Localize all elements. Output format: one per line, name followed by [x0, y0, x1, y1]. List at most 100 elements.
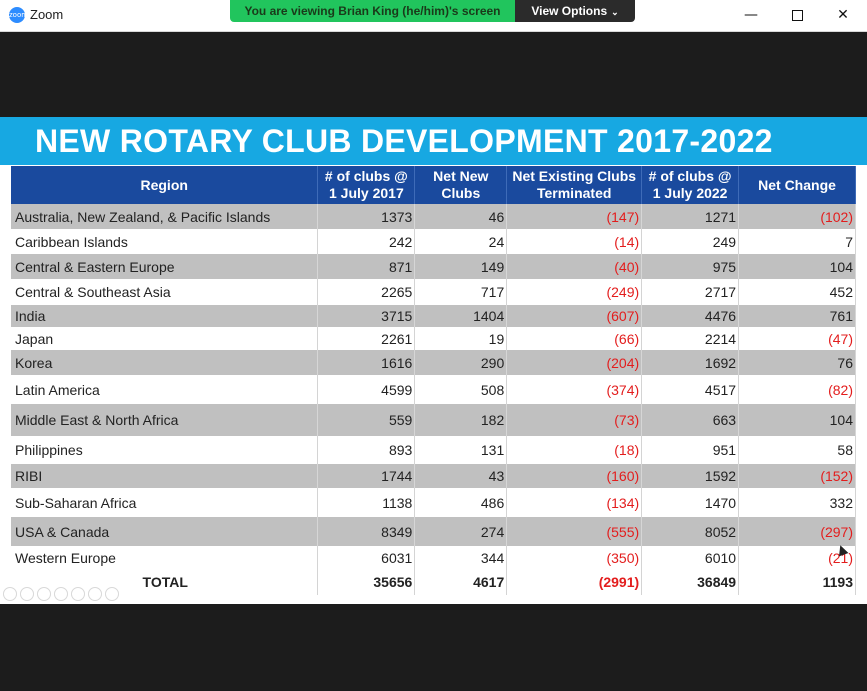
value-cell: 182 — [414, 404, 508, 436]
annotation-tool-icon[interactable] — [105, 587, 119, 601]
value-cell: 717 — [414, 279, 508, 305]
view-options-button[interactable]: View Options ⌄ — [515, 0, 635, 22]
value-cell: (160) — [506, 464, 643, 488]
column-header: # of clubs @ 1 July 2017 — [317, 166, 416, 204]
value-cell: 274 — [414, 517, 508, 546]
annotation-tool-icon[interactable] — [54, 587, 68, 601]
value-cell: 6010 — [641, 546, 740, 569]
table-row: Central & Southeast Asia 2265 717 (249) 2717… — [11, 279, 856, 305]
value-cell: (607) — [506, 305, 643, 327]
annotation-tool-icon[interactable] — [20, 587, 34, 601]
total-value: 4617 — [414, 569, 508, 595]
region-cell: Sub-Saharan Africa — [11, 488, 319, 517]
value-cell: 761 — [738, 305, 856, 327]
total-value: (2991) — [506, 569, 643, 595]
window-title: Zoom — [30, 7, 64, 22]
value-cell: (297) — [738, 517, 856, 546]
table-row: Middle East & North Africa 559 182 (73) 663 1… — [11, 404, 856, 436]
value-cell: 149 — [414, 254, 508, 279]
value-cell: 2214 — [641, 327, 740, 350]
chevron-down-icon: ⌄ — [611, 7, 619, 17]
value-cell: 1138 — [317, 488, 416, 517]
value-cell: 1692 — [641, 350, 740, 375]
table-row: Caribbean Islands 242 24 (14) 249 7 — [11, 229, 856, 254]
value-cell: 1592 — [641, 464, 740, 488]
column-header: Net New Clubs — [414, 166, 508, 204]
value-cell: (204) — [506, 350, 643, 375]
value-cell: 2261 — [317, 327, 416, 350]
region-cell: India — [11, 305, 319, 327]
value-cell: (82) — [738, 375, 856, 404]
value-cell: (152) — [738, 464, 856, 488]
value-cell: 508 — [414, 375, 508, 404]
region-cell: Central & Southeast Asia — [11, 279, 319, 305]
table-row: Latin America 4599 508 (374) 4517 (82) — [11, 375, 856, 404]
zoom-logo-icon: zoom — [9, 7, 28, 23]
value-cell: 1373 — [317, 204, 416, 229]
table-row: Western Europe 6031 344 (350) 6010 (21) — [11, 546, 856, 569]
value-cell: 1271 — [641, 204, 740, 229]
total-value: 1193 — [738, 569, 856, 595]
table-row: India 3715 1404 (607) 4476 761 — [11, 305, 856, 327]
annotation-tool-icon[interactable] — [88, 587, 102, 601]
annotation-toolbar[interactable] — [3, 587, 119, 601]
value-cell: (14) — [506, 229, 643, 254]
value-cell: (249) — [506, 279, 643, 305]
column-header: # of clubs @ 1 July 2022 — [641, 166, 740, 204]
share-status-text: You are viewing Brian King (he/him)'s sc… — [230, 0, 515, 22]
value-cell: 332 — [738, 488, 856, 517]
value-cell: 43 — [414, 464, 508, 488]
close-button[interactable]: ✕ — [837, 7, 849, 23]
table-header-row: Region # of clubs @ 1 July 2017 Net New … — [11, 166, 856, 204]
screen-share-banner: You are viewing Brian King (he/him)'s sc… — [230, 0, 635, 22]
club-development-table: Region # of clubs @ 1 July 2017 Net New … — [11, 166, 856, 595]
value-cell: 663 — [641, 404, 740, 436]
table-row: USA & Canada 8349 274 (555) 8052 (297) — [11, 517, 856, 546]
region-cell: Western Europe — [11, 546, 319, 569]
value-cell: 2717 — [641, 279, 740, 305]
value-cell: (66) — [506, 327, 643, 350]
region-cell: Korea — [11, 350, 319, 375]
value-cell: 46 — [414, 204, 508, 229]
region-cell: Australia, New Zealand, & Pacific Island… — [11, 204, 319, 229]
region-cell: Middle East & North Africa — [11, 404, 319, 436]
column-header: Net Existing Clubs Terminated — [506, 166, 643, 204]
annotation-tool-icon[interactable] — [37, 587, 51, 601]
value-cell: (47) — [738, 327, 856, 350]
value-cell: 975 — [641, 254, 740, 279]
value-cell: 24 — [414, 229, 508, 254]
value-cell: 951 — [641, 436, 740, 464]
total-value: 35656 — [317, 569, 416, 595]
total-value: 36849 — [641, 569, 740, 595]
value-cell: (374) — [506, 375, 643, 404]
region-cell: Central & Eastern Europe — [11, 254, 319, 279]
slide-header-bar: NEW ROTARY CLUB DEVELOPMENT 2017-2022 — [0, 117, 867, 165]
value-cell: 6031 — [317, 546, 416, 569]
value-cell: 131 — [414, 436, 508, 464]
value-cell: (102) — [738, 204, 856, 229]
table-row: Sub-Saharan Africa 1138 486 (134) 1470 332 — [11, 488, 856, 517]
total-row: TOTAL 35656 4617 (2991) 36849 1193 — [11, 569, 856, 595]
value-cell: 8052 — [641, 517, 740, 546]
table-row: Korea 1616 290 (204) 1692 76 — [11, 350, 856, 375]
maximize-button[interactable] — [774, 0, 820, 31]
table-row: Japan 2261 19 (66) 2214 (47) — [11, 327, 856, 350]
value-cell: (21) — [738, 546, 856, 569]
table-row: Philippines 893 131 (18) 951 58 — [11, 436, 856, 464]
table-row: Central & Eastern Europe 871 149 (40) 975 104 — [11, 254, 856, 279]
annotation-tool-icon[interactable] — [71, 587, 85, 601]
value-cell: (73) — [506, 404, 643, 436]
table-row: Australia, New Zealand, & Pacific Island… — [11, 204, 856, 229]
value-cell: 8349 — [317, 517, 416, 546]
value-cell: 290 — [414, 350, 508, 375]
minimize-button[interactable]: — — [744, 7, 758, 23]
value-cell: (40) — [506, 254, 643, 279]
annotation-tool-icon[interactable] — [3, 587, 17, 601]
value-cell: 893 — [317, 436, 416, 464]
column-header: Net Change — [738, 166, 856, 204]
region-cell: RIBI — [11, 464, 319, 488]
value-cell: 19 — [414, 327, 508, 350]
value-cell: (18) — [506, 436, 643, 464]
value-cell: 104 — [738, 254, 856, 279]
value-cell: (134) — [506, 488, 643, 517]
